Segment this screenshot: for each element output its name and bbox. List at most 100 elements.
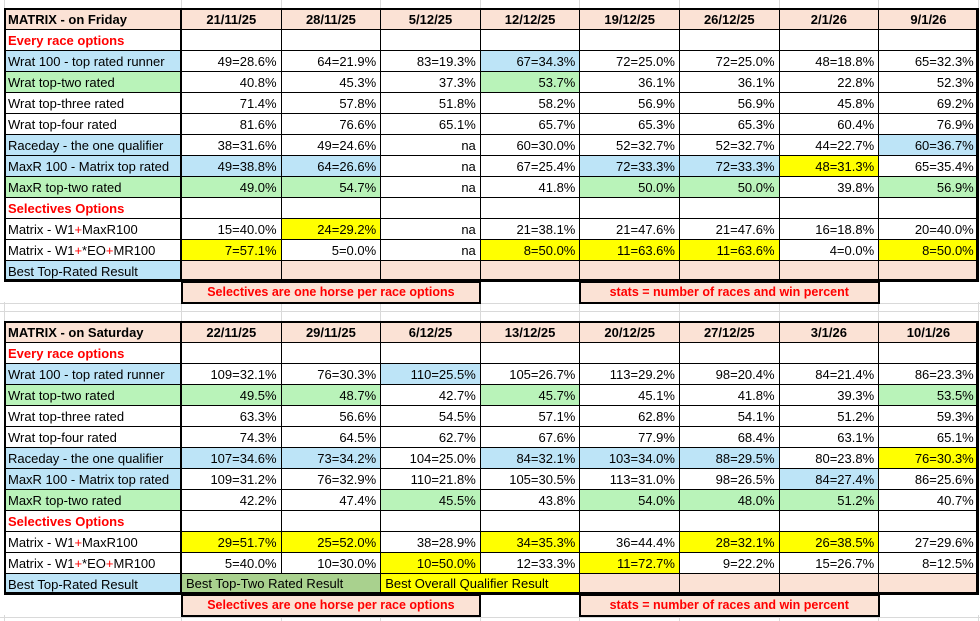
empty-cell[interactable] [878,342,979,364]
footer-note[interactable]: stats = number of races and win percent [578,280,880,304]
value-cell[interactable]: 41.8% [479,176,581,198]
result-cell[interactable] [479,260,581,282]
value-cell[interactable]: 4=0.0% [778,239,880,261]
value-cell[interactable]: 26=38.5% [778,531,880,553]
value-cell[interactable]: 84=32.1% [479,447,581,469]
row-label[interactable]: Raceday - the one qualifier [4,447,182,469]
value-cell[interactable]: 62.8% [579,405,680,427]
value-cell[interactable]: 83=19.3% [380,50,481,72]
value-cell[interactable]: 10=30.0% [280,552,382,574]
value-cell[interactable]: 7=57.1% [181,239,282,261]
empty-cell[interactable] [579,342,680,364]
empty-cell[interactable] [280,510,382,532]
value-cell[interactable]: 105=26.7% [479,363,581,385]
date-header[interactable]: 10/1/26 [878,321,979,343]
row-label[interactable]: Wrat top-three rated [4,405,182,427]
value-cell[interactable]: 51.2% [778,489,880,511]
value-cell[interactable]: 107=34.6% [181,447,282,469]
value-cell[interactable]: 45.3% [280,71,382,93]
value-cell[interactable]: 67=34.3% [479,50,581,72]
value-cell[interactable]: 24=29.2% [280,218,382,240]
value-cell[interactable]: 54.7% [280,176,382,198]
value-cell[interactable]: 104=25.0% [380,447,481,469]
value-cell[interactable]: 105=30.5% [479,468,581,490]
row-label[interactable]: Wrat top-two rated [4,71,182,93]
value-cell[interactable]: 21=47.6% [579,218,680,240]
value-cell[interactable]: 34=35.3% [479,531,581,553]
value-cell[interactable]: 67=25.4% [479,155,581,177]
value-cell[interactable]: 56.6% [280,405,382,427]
value-cell[interactable]: 49.0% [181,176,282,198]
value-cell[interactable]: 69.2% [878,92,979,114]
row-label[interactable]: MaxR top-two rated [4,489,182,511]
empty-cell[interactable] [579,197,680,219]
result-cell[interactable] [778,573,880,595]
footer-spacer-cell[interactable] [480,594,580,616]
value-cell[interactable]: 65=35.4% [878,155,979,177]
value-cell[interactable]: 42.2% [181,489,282,511]
value-cell[interactable]: 72=33.3% [579,155,680,177]
value-cell[interactable]: 81.6% [181,113,282,135]
value-cell[interactable]: 45.7% [479,384,581,406]
value-cell[interactable]: 76=30.3% [878,447,979,469]
value-cell[interactable]: 71.4% [181,92,282,114]
value-cell[interactable]: na [380,155,481,177]
value-cell[interactable]: 40.7% [878,489,979,511]
result-cell[interactable] [878,260,979,282]
value-cell[interactable]: 11=63.6% [678,239,780,261]
date-header[interactable]: 9/1/26 [878,8,979,30]
value-cell[interactable]: 68.4% [678,426,780,448]
empty-cell[interactable] [479,510,581,532]
row-label[interactable]: Wrat top-four rated [4,426,182,448]
value-cell[interactable]: 49=24.6% [280,134,382,156]
empty-cell[interactable] [479,197,581,219]
value-cell[interactable]: 50.0% [678,176,780,198]
result-cell[interactable] [678,573,780,595]
value-cell[interactable]: 52=32.7% [579,134,680,156]
empty-cell[interactable] [778,342,880,364]
value-cell[interactable]: 5=40.0% [181,552,282,574]
value-cell[interactable]: 98=20.4% [678,363,780,385]
empty-cell[interactable] [678,510,780,532]
value-cell[interactable]: 56.9% [579,92,680,114]
value-cell[interactable]: 53.5% [878,384,979,406]
footer-spacer-cell[interactable] [4,594,182,616]
value-cell[interactable]: 84=21.4% [778,363,880,385]
value-cell[interactable]: 64=21.9% [280,50,382,72]
row-label[interactable]: MaxR top-two rated [4,176,182,198]
value-cell[interactable]: 80=23.8% [778,447,880,469]
value-cell[interactable]: 74.3% [181,426,282,448]
value-cell[interactable]: 76=32.9% [280,468,382,490]
value-cell[interactable]: 8=12.5% [878,552,979,574]
value-cell[interactable]: 29=51.7% [181,531,282,553]
value-cell[interactable]: 76=30.3% [280,363,382,385]
empty-cell[interactable] [579,29,680,51]
value-cell[interactable]: 25=52.0% [280,531,382,553]
value-cell[interactable]: 60=30.0% [479,134,581,156]
date-header[interactable]: 20/12/25 [579,321,680,343]
value-cell[interactable]: 48=18.8% [778,50,880,72]
value-cell[interactable]: 11=63.6% [579,239,680,261]
value-cell[interactable]: na [380,218,481,240]
value-cell[interactable]: 60=36.7% [878,134,979,156]
footer-spacer-cell[interactable] [878,281,979,303]
empty-cell[interactable] [181,510,282,532]
empty-cell[interactable] [380,342,481,364]
value-cell[interactable]: 41.8% [678,384,780,406]
value-cell[interactable]: 64.5% [280,426,382,448]
empty-cell[interactable] [380,197,481,219]
value-cell[interactable]: 22.8% [778,71,880,93]
value-cell[interactable]: 21=47.6% [678,218,780,240]
row-label[interactable]: Matrix - W1+MaxR100 [4,218,182,240]
value-cell[interactable]: 109=31.2% [181,468,282,490]
result-cell[interactable] [778,260,880,282]
row-label[interactable]: Raceday - the one qualifier [4,134,182,156]
date-header[interactable]: 19/12/25 [579,8,680,30]
empty-cell[interactable] [878,29,979,51]
value-cell[interactable]: 113=29.2% [579,363,680,385]
value-cell[interactable]: 56.9% [878,176,979,198]
row-label[interactable]: Wrat 100 - top rated runner [4,363,182,385]
value-cell[interactable]: 77.9% [579,426,680,448]
value-cell[interactable]: 113=31.0% [579,468,680,490]
value-cell[interactable]: 40.8% [181,71,282,93]
